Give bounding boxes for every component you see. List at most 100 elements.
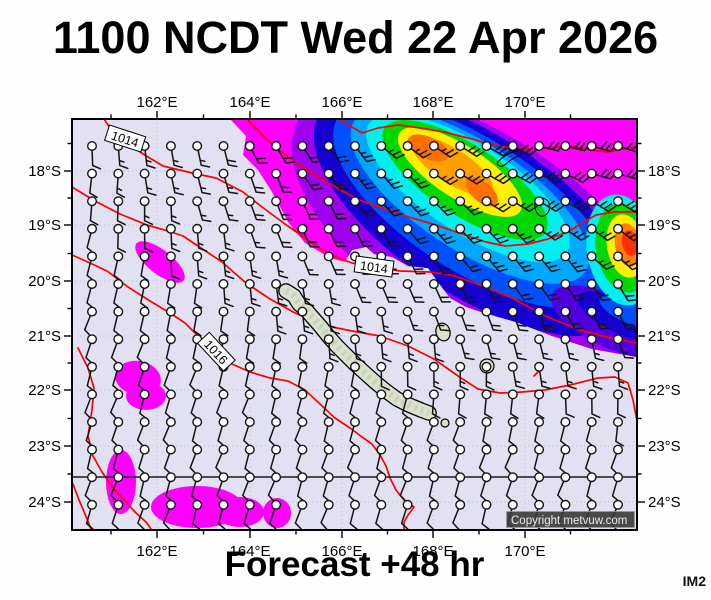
wind-barb (621, 169, 637, 180)
wind-barb (567, 286, 586, 301)
wind-barb (166, 287, 176, 309)
axis-labels: 162°E 164°E 166°E 168°E 170°E 162°E 164°E 166°E… (28, 94, 680, 560)
wind-barb (382, 231, 400, 247)
wind-barb (217, 508, 226, 530)
station-circle (271, 279, 282, 290)
map-frame (71, 118, 638, 531)
station-circle (139, 472, 150, 483)
station-circle (218, 417, 229, 428)
station-circle (376, 389, 387, 400)
station-circle (323, 389, 334, 400)
wind-barb (162, 425, 170, 448)
wind-barb (436, 231, 456, 245)
station-circle (271, 306, 282, 317)
wind-barb (488, 231, 509, 244)
station-circle (586, 472, 597, 483)
station-circle (402, 140, 413, 151)
wind-barb (143, 232, 154, 253)
station-circle (376, 417, 387, 428)
station-circle (244, 444, 255, 455)
station-circle (481, 472, 492, 483)
wind-barb (487, 287, 504, 303)
wind-barb (109, 397, 118, 420)
wind-barb (619, 286, 637, 302)
station-circle (165, 306, 176, 317)
station-circle (507, 389, 518, 400)
station-circle (113, 196, 124, 207)
wind-barb (223, 232, 235, 252)
station-circle (613, 140, 624, 151)
wind-barb (170, 259, 181, 280)
wind-barb (223, 259, 235, 280)
station-circle (534, 389, 545, 400)
station-circle (192, 361, 203, 372)
svg-text:1014: 1014 (359, 259, 389, 277)
station-circle (560, 444, 571, 455)
station-circle (244, 251, 255, 262)
wind-barb (349, 508, 358, 530)
wind-barb (557, 480, 565, 503)
wind-barb (380, 370, 390, 391)
wind-barb (436, 175, 459, 186)
station-circle (613, 251, 624, 262)
station-circle (481, 168, 492, 179)
station-circle (86, 168, 97, 179)
station-circle (376, 472, 387, 483)
station-circle (192, 444, 203, 455)
station-circle (402, 499, 413, 510)
station-circle (244, 499, 255, 510)
wind-barb (400, 508, 409, 530)
wind-barb (276, 176, 293, 194)
wind-barb (298, 342, 308, 364)
isobar-west (77, 347, 152, 530)
station-circle (192, 140, 203, 151)
station-circle (507, 223, 518, 234)
wind-barb (223, 149, 238, 168)
station-circle (402, 306, 413, 317)
wind-barb (375, 508, 384, 530)
station-circle (507, 472, 518, 483)
station-circle (586, 196, 597, 207)
station-circle (534, 334, 545, 345)
station-circle (428, 361, 439, 372)
station-circle (297, 499, 308, 510)
station-circle (192, 223, 203, 234)
station-circle (165, 140, 176, 151)
station-circle (271, 223, 282, 234)
station-circle (323, 334, 334, 345)
station-circle (86, 334, 97, 345)
wind-barb (462, 258, 482, 273)
station-circle (113, 279, 124, 290)
station-circle (139, 279, 150, 290)
wind-barb (481, 508, 490, 530)
islet (440, 418, 450, 428)
wind-barb (436, 203, 457, 216)
isobar-sw-corner (72, 483, 92, 530)
wind-barb (329, 204, 347, 220)
station-circle (165, 417, 176, 428)
wind-barb (197, 149, 211, 168)
station-circle (376, 223, 387, 234)
wind-barb (91, 149, 102, 170)
station-circle (428, 251, 439, 262)
axis-label-lon: 164°E (229, 543, 270, 560)
station-circle (323, 251, 334, 262)
station-circle (113, 306, 124, 317)
station-circle (376, 140, 387, 151)
wind-barb (144, 177, 157, 196)
station-circle (376, 499, 387, 510)
station-circle (428, 334, 439, 345)
station-circle (455, 472, 466, 483)
wind-barb (294, 508, 303, 530)
wind-barb (356, 203, 377, 218)
station-circle (455, 223, 466, 234)
station-circle (428, 417, 439, 428)
station-circle (350, 168, 361, 179)
axis-label-lon: 168°E (412, 94, 453, 111)
station-circle (323, 361, 334, 372)
wind-barb (541, 230, 564, 241)
station-circle (218, 251, 229, 262)
station-circle (534, 499, 545, 510)
rain-band (621, 230, 637, 256)
